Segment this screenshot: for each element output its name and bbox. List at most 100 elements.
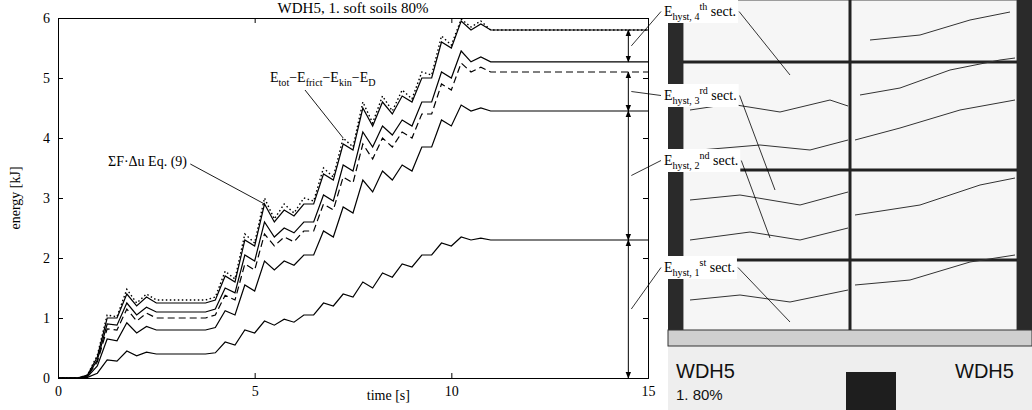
leader-line <box>305 90 343 138</box>
series-line <box>58 19 648 378</box>
text-segment: sect. <box>708 88 737 103</box>
annotation-label: ΣF·Δu Eq. (9) <box>108 154 187 170</box>
tick: 10 <box>445 373 459 399</box>
photo: WDH5 1. 80% WDH5 <box>668 0 1032 410</box>
bracket-label: Ehyst, 3rd sect. <box>664 85 737 106</box>
tick-mark <box>58 318 63 319</box>
chart-title: WDH5, 1. soft soils 80% <box>278 0 429 16</box>
tick <box>255 18 256 23</box>
wall <box>683 0 1017 345</box>
axis <box>59 18 649 23</box>
text-segment: sect. <box>706 260 735 275</box>
bracket-arrow <box>628 72 629 111</box>
crack <box>855 100 1015 140</box>
axis: 0 1 2 3 4 5 6 <box>43 11 63 386</box>
tick: 6 <box>43 11 63 26</box>
tick-label: 10 <box>445 384 459 399</box>
photo-leader <box>738 268 790 323</box>
text-segment: hyst, 4 <box>673 11 700 22</box>
tick-mark <box>58 18 63 19</box>
crack <box>700 140 848 150</box>
text-segment: E <box>270 70 279 85</box>
leader-line <box>190 164 264 204</box>
tick-mark <box>58 378 63 379</box>
crack <box>690 192 848 205</box>
tick-label: 6 <box>43 11 50 26</box>
tick: 1 <box>43 311 63 326</box>
tick: 4 <box>43 131 63 146</box>
photo-leader <box>740 96 775 191</box>
bracket-label: Ehyst, 2nd sect. <box>664 150 738 171</box>
text-segment: frict <box>306 77 323 88</box>
text-segment: E <box>664 88 673 103</box>
text-segment: E <box>664 4 673 19</box>
tick-label: 0 <box>55 384 62 399</box>
axis: 0 5 10 15 <box>55 373 656 399</box>
base-beam <box>668 330 1032 346</box>
column <box>668 0 683 345</box>
y-axis-title: energy [kJ] <box>8 166 23 229</box>
photo-ground <box>668 0 1032 410</box>
crack <box>855 255 1015 285</box>
column <box>1017 0 1032 345</box>
tick-mark <box>255 373 256 378</box>
text-segment: hyst, 1 <box>673 267 700 278</box>
series-line <box>58 51 648 378</box>
bracket-label: Ehyst, 4th sect. <box>664 1 736 22</box>
tick <box>643 78 648 79</box>
tick-mark <box>643 18 648 19</box>
tick-label: 5 <box>43 71 50 86</box>
label-patch <box>662 149 740 172</box>
annotations: Etot−Efrict−Ekin−ED ΣF·Δu Eq. (9) Ehyst, 1… <box>108 0 790 378</box>
text-segment: ΣF·Δu Eq. (9) <box>108 154 187 170</box>
tick-label: 1 <box>43 311 50 326</box>
text-segment: −E <box>352 70 368 85</box>
tick-mark <box>58 258 63 259</box>
label-patch <box>662 84 739 107</box>
photo-leader <box>741 161 770 239</box>
tick-mark <box>451 373 452 378</box>
tie-bar <box>849 0 852 330</box>
tick <box>643 318 648 319</box>
plot-area <box>58 19 648 378</box>
annotation-label: Etot−Efrict−Ekin−ED <box>270 70 376 88</box>
text-segment: −E <box>289 70 305 85</box>
figure: WDH5 1. 80% WDH5 0 5 10 15 0 1 2 3 4 5 6 WDH5, 1. soft… <box>0 0 1032 410</box>
tick-label: 15 <box>642 384 656 399</box>
tick-label: 3 <box>43 191 50 206</box>
photo-leader <box>739 12 790 76</box>
leader-line <box>631 92 661 96</box>
x-axis-title: time [s] <box>367 388 410 403</box>
axis-line <box>59 19 649 24</box>
photo-label: 1. 80% <box>676 386 723 403</box>
crack <box>690 228 848 240</box>
text-segment: −E <box>322 70 338 85</box>
photo-label: WDH5 <box>955 360 1014 382</box>
crack <box>870 12 1010 40</box>
text-segment: tot <box>279 77 290 88</box>
tick <box>643 198 648 199</box>
text-segment: sect. <box>710 153 739 168</box>
text-segment: rd <box>699 85 707 96</box>
tick-mark <box>643 198 648 199</box>
tick-label: 5 <box>252 384 259 399</box>
photo-label: WDH5 <box>676 360 735 382</box>
bracket-arrow <box>628 240 629 378</box>
tick: 3 <box>43 191 63 206</box>
tick: 2 <box>43 251 63 266</box>
tick <box>643 258 648 259</box>
tick <box>451 18 452 23</box>
leader-line <box>631 12 661 46</box>
text-segment: E <box>664 260 673 275</box>
tick <box>643 18 648 19</box>
tick <box>643 378 648 379</box>
text-segment: hyst, 3 <box>673 95 700 106</box>
tick-label: 2 <box>43 251 50 266</box>
label-patch <box>662 0 738 23</box>
series-line <box>58 63 648 378</box>
axis-line <box>59 19 64 379</box>
leader-line <box>631 161 661 176</box>
tick <box>643 138 648 139</box>
tick: 0 <box>43 371 63 386</box>
text-segment: kin <box>339 77 352 88</box>
